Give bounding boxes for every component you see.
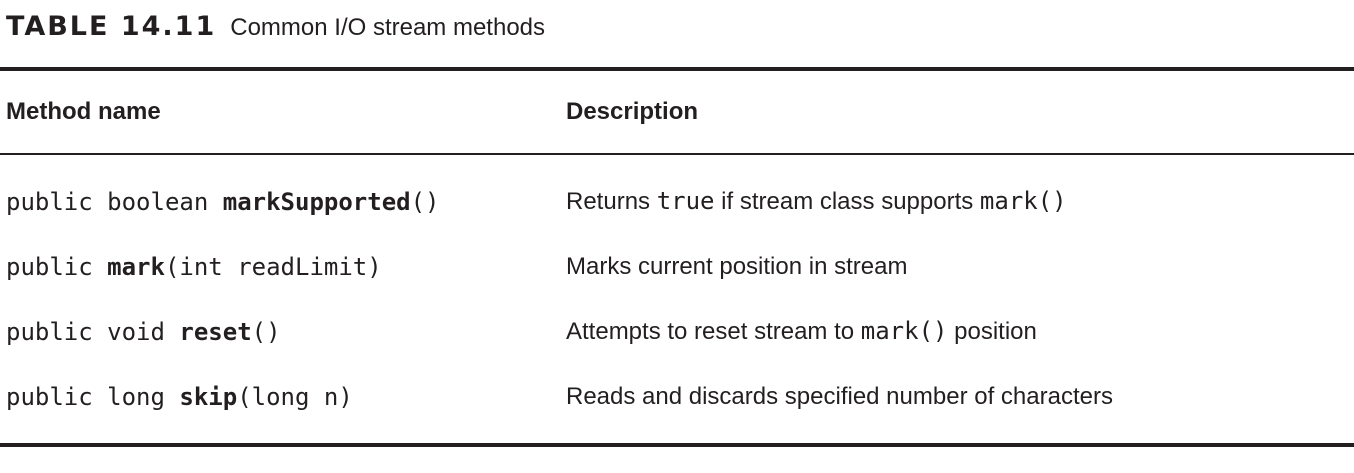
description-text: Returns (566, 188, 657, 215)
method-prefix: public void (6, 317, 180, 346)
methods-table: Method name Description public boolean m… (0, 67, 1354, 447)
method-signature: public boolean markSupported() (0, 188, 566, 216)
header-description: Description (566, 98, 699, 125)
table-row: public mark(int readLimit) Marks current… (0, 234, 1354, 299)
table-row: public boolean markSupported() Returns t… (0, 169, 1354, 234)
description-text: Attempts to reset stream to (566, 318, 861, 345)
method-suffix: (long n) (237, 382, 353, 411)
method-prefix: public long (6, 382, 180, 411)
table-caption: TABLE 14.11 Common I/O stream methods (6, 7, 545, 47)
method-suffix: (int readLimit) (164, 252, 382, 281)
table-bottom-rule (0, 443, 1354, 447)
method-name: mark (107, 252, 165, 281)
method-signature: public long skip(long n) (0, 383, 566, 411)
table-number: TABLE 14.11 (6, 11, 217, 42)
description-text: Marks current position in stream (566, 252, 908, 280)
table-row: public void reset() Attempts to reset st… (0, 299, 1354, 364)
description-code: true (656, 187, 715, 215)
table-title: Common I/O stream methods (230, 14, 546, 41)
method-signature: public mark(int readLimit) (0, 253, 566, 281)
method-name: reset (179, 317, 252, 346)
description-code: mark() (979, 187, 1067, 215)
method-prefix: public (6, 252, 108, 281)
method-suffix: () (251, 317, 281, 346)
method-description: Attempts to reset stream to mark() posit… (566, 317, 1354, 346)
description-text: Reads and discards specified number of c… (566, 382, 1113, 410)
method-name: markSupported (222, 187, 411, 216)
header-method-name: Method name (6, 98, 161, 125)
method-description: Reads and discards specified number of c… (566, 383, 1354, 411)
description-text: if stream class supports (714, 188, 980, 215)
table-header-row: Method name Description (0, 71, 1354, 153)
method-suffix: () (410, 187, 440, 216)
description-text: position (947, 318, 1037, 345)
method-description: Marks current position in stream (566, 253, 1354, 281)
table-top-rule (0, 67, 1354, 71)
header-rule (0, 153, 1354, 155)
description-code: mark() (860, 317, 948, 345)
method-name: skip (179, 382, 238, 411)
table-row: public long skip(long n) Reads and disca… (0, 364, 1354, 429)
method-prefix: public boolean (6, 187, 223, 216)
method-description: Returns true if stream class supports ma… (566, 187, 1354, 216)
method-signature: public void reset() (0, 318, 566, 346)
